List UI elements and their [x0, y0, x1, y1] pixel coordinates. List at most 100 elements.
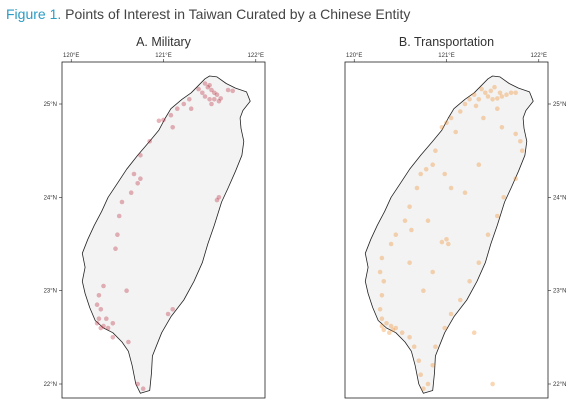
transportation-point	[407, 204, 412, 209]
transportation-point	[462, 190, 468, 195]
transportation-point	[414, 185, 420, 191]
military-point	[138, 153, 143, 158]
transportation-point	[439, 239, 445, 245]
transportation-point	[387, 330, 392, 336]
transportation-point	[485, 94, 491, 99]
transportation-point	[492, 84, 497, 90]
military-point	[119, 199, 125, 205]
y-tick-label: 23°N	[553, 289, 566, 295]
transportation-point	[473, 103, 479, 109]
transportation-point	[423, 167, 429, 172]
transportation-point	[393, 232, 399, 237]
transportation-panel-title: B. Transportation	[399, 35, 494, 49]
figure-title: Figure 1. Points of Interest in Taiwan C…	[6, 6, 410, 22]
transportation-point	[390, 327, 396, 333]
military-point	[230, 88, 235, 94]
military-point	[110, 335, 116, 340]
transportation-point	[421, 386, 426, 392]
transportation-point	[499, 94, 505, 99]
transportation-point	[501, 195, 507, 200]
transportation-point	[462, 101, 468, 107]
y-tick-label: 22°N	[553, 382, 566, 388]
transportation-point	[418, 372, 424, 378]
transportation-point	[495, 106, 500, 111]
transportation-point	[481, 115, 486, 121]
military-point	[205, 84, 211, 90]
military-point	[156, 118, 162, 124]
transportation-point	[433, 148, 438, 153]
y-tick-label: 24°N	[553, 195, 566, 201]
figure-number: Figure 1.	[6, 6, 62, 22]
transportation-point	[439, 125, 445, 130]
transportation-point	[448, 185, 454, 191]
military-point	[113, 246, 118, 251]
military-point	[126, 339, 131, 345]
transportation-point	[444, 237, 449, 242]
transportation-point	[483, 90, 488, 96]
transportation-point	[513, 90, 518, 96]
military-point	[202, 81, 208, 86]
transportation-point	[425, 218, 431, 223]
transportation-point	[458, 109, 463, 114]
military-point	[131, 171, 137, 177]
x-tick-label: 120°E	[63, 53, 79, 59]
military-point	[170, 307, 175, 312]
transportation-point	[485, 232, 491, 237]
y-tick-label: 23°N	[44, 289, 57, 295]
taiwan-outline	[81, 75, 251, 394]
military-point	[161, 117, 166, 123]
transportation-point	[467, 97, 472, 102]
transportation-point	[488, 88, 494, 94]
transportation-point	[448, 115, 454, 121]
transportation-map-panel: B. Transportation 120°E 121°E 122°E 25°N 24°N…	[344, 35, 566, 399]
military-map-panel: A. Military 120°E 121°E 122°E 25°N 24°N 23°N 22…	[44, 35, 266, 399]
transportation-point	[518, 139, 523, 144]
transportation-point	[407, 335, 412, 340]
transportation-point	[411, 344, 417, 350]
transportation-point	[393, 325, 399, 331]
military-point	[181, 101, 187, 107]
military-point	[96, 293, 102, 298]
transportation-point	[519, 148, 525, 153]
transportation-point	[407, 260, 412, 266]
transportation-point	[479, 86, 484, 92]
military-point	[135, 381, 140, 387]
transportation-point	[444, 120, 449, 125]
transportation-point	[495, 213, 500, 219]
transportation-point	[453, 129, 459, 135]
military-point	[124, 288, 129, 294]
transportation-point	[377, 269, 383, 275]
military-point	[165, 311, 171, 317]
military-point	[110, 321, 116, 326]
military-point	[105, 325, 111, 331]
military-panel-title: A. Military	[136, 35, 192, 49]
transportation-point	[504, 92, 509, 97]
x-tick-label: 120°E	[346, 53, 362, 59]
transportation-point	[402, 218, 408, 223]
transportation-point	[379, 255, 385, 261]
transportation-point	[425, 381, 431, 387]
y-tick-label: 22°N	[44, 382, 57, 388]
transportation-point	[442, 325, 448, 331]
military-point	[216, 98, 222, 104]
military-point	[138, 176, 143, 181]
transportation-point	[497, 90, 503, 96]
transportation-point	[495, 96, 500, 101]
y-tick-label: 25°N	[553, 102, 566, 108]
transportation-point	[471, 92, 477, 97]
x-tick-label: 121°E	[438, 53, 454, 59]
military-point	[212, 97, 217, 102]
transportation-point	[379, 323, 385, 329]
transportation-point	[448, 311, 454, 317]
y-tick-label: 25°N	[44, 102, 57, 108]
military-point	[196, 86, 201, 92]
military-point	[168, 112, 174, 118]
transportation-point	[430, 162, 436, 167]
military-point	[202, 94, 208, 99]
military-point	[101, 323, 106, 329]
transportation-point	[490, 381, 495, 387]
transportation-point	[490, 97, 495, 102]
military-point	[116, 213, 122, 219]
military-point	[140, 386, 146, 392]
